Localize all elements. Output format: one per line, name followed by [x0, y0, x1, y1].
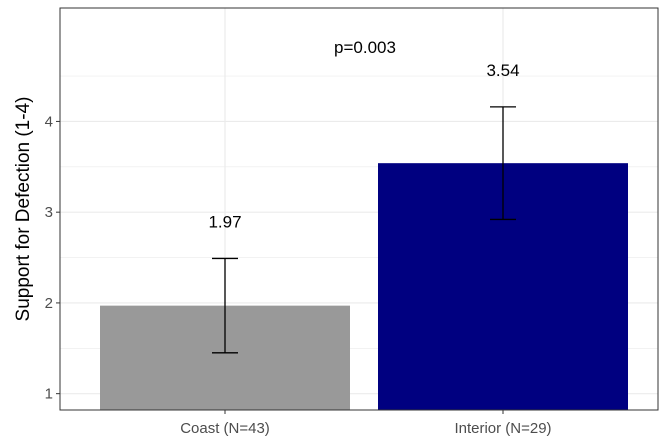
axes: 1 2 3 4 Coast (N=43) Interior (N=29)	[45, 113, 552, 437]
y-tick-label: 2	[45, 295, 53, 312]
p-value-annotation: p=0.003	[334, 38, 396, 57]
panel-border	[59, 7, 659, 411]
data-label: 3.54	[486, 61, 519, 80]
x-tick-label: Coast (N=43)	[180, 420, 270, 437]
y-tick-label: 1	[45, 386, 53, 403]
y-axis-title: Support for Defection (1-4)	[13, 97, 34, 322]
data-label: 1.97	[208, 212, 241, 231]
y-tick-label: 4	[45, 113, 53, 130]
x-tick-label: Interior (N=29)	[454, 420, 551, 437]
bars	[100, 163, 628, 410]
data-labels: 1.97 3.54	[208, 61, 519, 232]
error-bar	[212, 257, 238, 354]
y-tick-label: 3	[45, 204, 53, 221]
error-bars	[212, 106, 516, 354]
error-bar	[490, 106, 516, 221]
